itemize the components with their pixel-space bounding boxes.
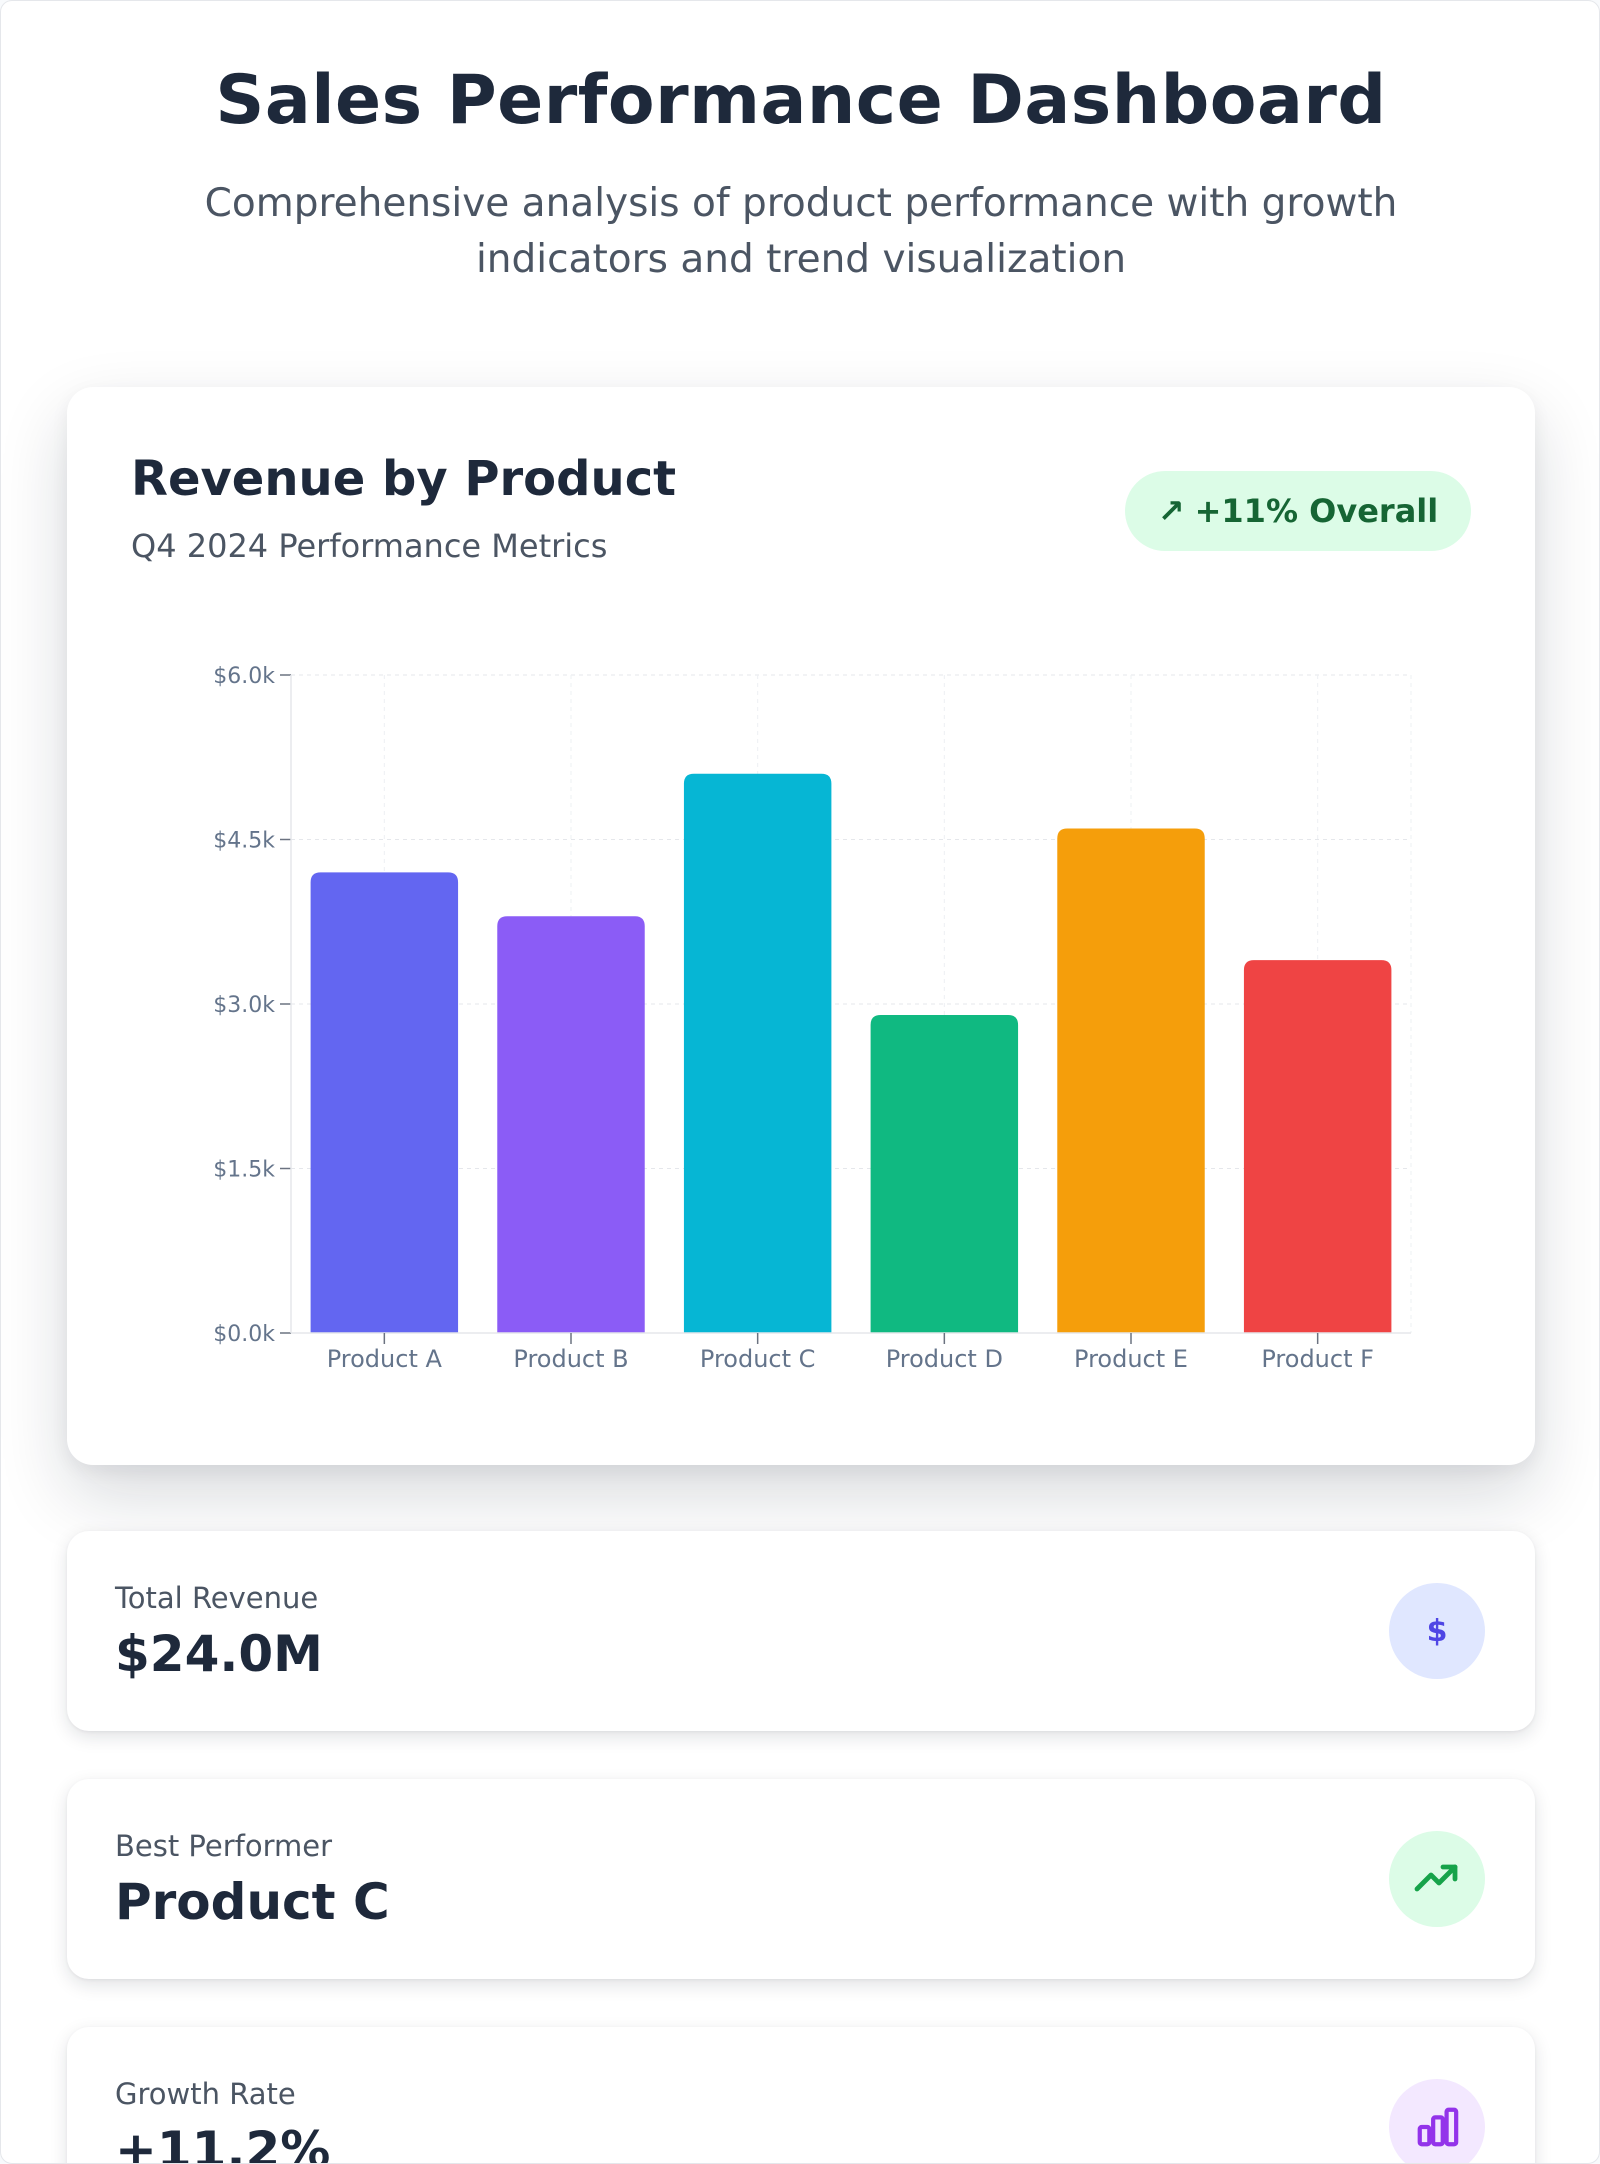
revenue-bar-chart: $0.0k $1.5k $3.0k $4.5k $6.0k Product A Produc… [213,664,1412,1373]
bar-chart-icon [1389,2079,1485,2163]
x-tick-label: Product A [327,1345,443,1373]
stat-card-growth-rate: Growth Rate +11.2% [67,2027,1535,2164]
bar-product-c [683,773,832,1333]
chart-subtitle: Q4 2024 Performance Metrics [131,527,608,565]
x-tick-label: Product E [1074,1345,1188,1373]
page-subtitle: Comprehensive analysis of product perfor… [204,181,1398,282]
bar-chart-glyph [1417,2107,1459,2147]
dollar-glyph: $ [1426,1613,1448,1649]
y-tick-label: $4.5k [213,829,275,854]
badge-label: +11% Overall [1194,492,1439,530]
stat-value: +11.2% [115,2121,331,2164]
y-tick-label: $6.0k [213,664,275,689]
bar-product-f [1243,960,1392,1333]
page-header: Sales Performance Dashboard Comprehensiv… [1,61,1599,288]
overall-growth-badge: ↗ +11% Overall [1125,471,1471,551]
x-tick-label: Product C [700,1345,816,1373]
y-tick-label: $1.5k [213,1158,275,1183]
trend-arrow-icon: ↗ [1157,492,1185,530]
bar-product-a [310,872,459,1333]
page-title: Sales Performance Dashboard [215,61,1387,140]
stat-label: Best Performer [115,1829,333,1863]
x-tick-label: Product B [513,1345,628,1373]
stat-label: Growth Rate [115,2077,296,2111]
x-tick-label: Product D [886,1345,1003,1373]
stat-value: $24.0M [115,1625,323,1683]
revenue-chart-card: Revenue by Product Q4 2024 Performance M… [67,387,1535,1465]
trending-up-glyph [1414,1864,1458,1892]
y-tick-label: $0.0k [213,1322,275,1347]
stat-card-best-performer: Best Performer Product C [67,1779,1535,1979]
chart-title: Revenue by Product [131,451,677,507]
stat-value: Product C [115,1873,390,1931]
x-tick-label: Product F [1261,1345,1374,1373]
dollar-icon: $ [1389,1583,1485,1679]
stat-card-total-revenue: Total Revenue $24.0M $ [67,1531,1535,1731]
bar-product-e [1057,828,1205,1333]
bar-product-b [497,916,645,1333]
trending-up-icon [1389,1831,1485,1927]
y-tick-label: $3.0k [213,993,275,1018]
stat-label: Total Revenue [115,1581,319,1615]
bar-product-d [870,1014,1019,1333]
